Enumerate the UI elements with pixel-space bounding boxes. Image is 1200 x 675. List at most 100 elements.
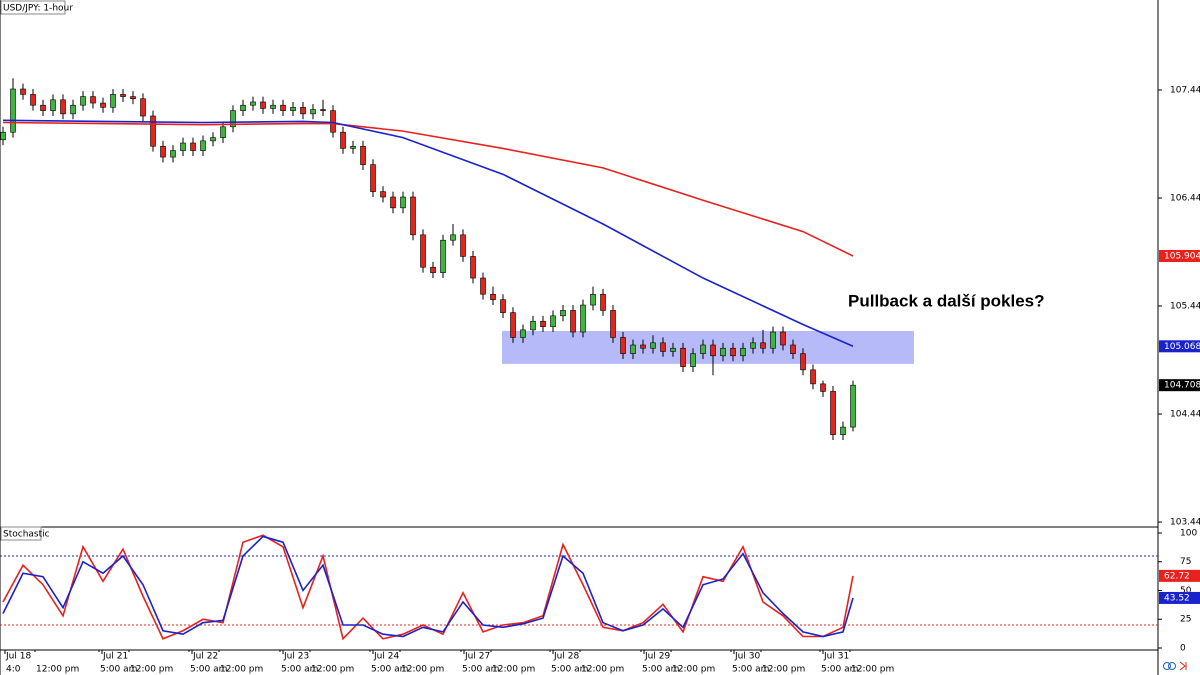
- x-tick-label: 5:00 am: [642, 665, 679, 675]
- candle-body: [500, 299, 506, 313]
- candle-body: [290, 107, 296, 111]
- candle-body: [330, 110, 336, 133]
- candle-body: [780, 331, 786, 346]
- candle-body: [800, 353, 806, 371]
- ma-last-value-box: [1159, 249, 1200, 262]
- candle-body: [450, 234, 456, 241]
- x-tick-label: 12:00 pm: [492, 665, 535, 675]
- candle-body: [830, 391, 836, 435]
- candle-body: [180, 142, 186, 151]
- candle-body: [560, 310, 566, 317]
- candle-body: [250, 101, 256, 106]
- candle-body: [730, 347, 736, 357]
- link-icon[interactable]: [1163, 662, 1171, 670]
- x-tick-label: 5:00 am: [821, 665, 858, 675]
- candle-body: [490, 293, 496, 300]
- x-tick-label: 5:00 am: [190, 665, 227, 675]
- candle-body: [520, 329, 526, 338]
- scroll-icon[interactable]: [1179, 661, 1187, 671]
- moving-average: [2, 121, 854, 257]
- ma-last-value: 105.068: [1164, 342, 1200, 352]
- x-tick-label: 12:00 pm: [672, 665, 715, 675]
- y-tick-label: 75: [1180, 557, 1191, 567]
- candle-body: [470, 256, 476, 279]
- x-tick-label: 5:00 am: [371, 665, 408, 675]
- candle-body: [200, 140, 206, 151]
- candle-body: [610, 310, 616, 338]
- candle-body: [390, 196, 396, 209]
- highlight-zone: [502, 330, 914, 364]
- candle-body: [810, 369, 816, 385]
- y-tick-label: 25: [1180, 615, 1191, 625]
- candle-body: [370, 164, 376, 192]
- plot: 103.441 104.441 105.441 106.441 107.441 0 25 50…: [0, 78, 1200, 675]
- annotation: Pullback a další pokles?: [848, 291, 1045, 310]
- toolbar-icons[interactable]: [1163, 661, 1187, 671]
- candle-body: [80, 96, 86, 106]
- y-tick-label: 100: [1180, 528, 1197, 538]
- candle-body: [350, 145, 356, 149]
- y-tick-label: 104.441: [1170, 410, 1200, 420]
- stoch-last-value-box: [1159, 569, 1200, 582]
- candle-body: [60, 99, 66, 115]
- candle-body: [600, 293, 606, 311]
- candle-body: [380, 191, 386, 198]
- title-box: [0, 0, 66, 15]
- candle-body: [510, 312, 516, 338]
- ma-last-value: 105.904: [1164, 251, 1200, 261]
- y-tick-label: 105.441: [1170, 302, 1200, 312]
- y-tick-label: 0: [1180, 644, 1186, 654]
- candle-body: [260, 101, 266, 109]
- x-tick-label: 4:0: [6, 665, 21, 675]
- x-tick-label: 5:00 am: [281, 665, 318, 675]
- candle-body: [640, 344, 646, 349]
- candle-body: [790, 344, 796, 354]
- candle-body: [70, 104, 76, 115]
- candle-body: [530, 320, 536, 331]
- candle-body: [40, 104, 46, 111]
- x-tick-label: Jul 31: [823, 652, 849, 662]
- candle-body: [270, 104, 276, 109]
- candle-body: [160, 145, 166, 158]
- y-tick-label: 50: [1180, 586, 1192, 596]
- candle-body: [400, 196, 406, 209]
- candle-body: [90, 96, 96, 104]
- x-tick-label: 5:00 am: [462, 665, 499, 675]
- candle-body: [190, 142, 196, 151]
- x-tick-label: Jul 29: [644, 652, 670, 662]
- x-tick-label: 12:00 pm: [762, 665, 805, 675]
- candle-body: [320, 109, 326, 111]
- x-tick-label: 12:00 pm: [851, 665, 894, 675]
- candle-body: [210, 137, 216, 142]
- x-tick-label: Jul 21: [102, 652, 128, 662]
- candle-body: [430, 266, 436, 273]
- y-tick-label: 107.441: [1170, 85, 1200, 95]
- candle-body: [850, 384, 856, 428]
- x-tick-label: Jul 22: [192, 652, 218, 662]
- candle-body: [770, 331, 776, 349]
- candle-body: [230, 110, 236, 128]
- candle-body: [650, 342, 656, 349]
- candle-body: [310, 109, 316, 115]
- x-tick-label: 12:00 pm: [311, 665, 354, 675]
- link-icon[interactable]: [1168, 662, 1176, 670]
- chart-title: USD/JPY: 1-hour: [3, 4, 73, 14]
- stoch-last-value: 62.72: [1164, 571, 1190, 581]
- candle-body: [170, 150, 176, 158]
- candle-body: [670, 347, 676, 352]
- candle-body: [690, 353, 696, 367]
- candle-body: [840, 426, 846, 435]
- ma-last-value-box: [1159, 340, 1200, 353]
- moving-average: [2, 119, 854, 348]
- candle-body: [30, 94, 36, 106]
- candle-body: [710, 344, 716, 357]
- x-tick-label: 12:00 pm: [220, 665, 263, 675]
- candle-body: [0, 131, 6, 141]
- stoch-line: [2, 535, 854, 638]
- x-tick-label: Jul 23: [283, 652, 309, 662]
- x-tick-label: 12:00 pm: [36, 665, 79, 675]
- candle-body: [570, 310, 576, 333]
- x-tick-label: 12:00 pm: [581, 665, 624, 675]
- stoch-last-value-box: [1159, 591, 1200, 604]
